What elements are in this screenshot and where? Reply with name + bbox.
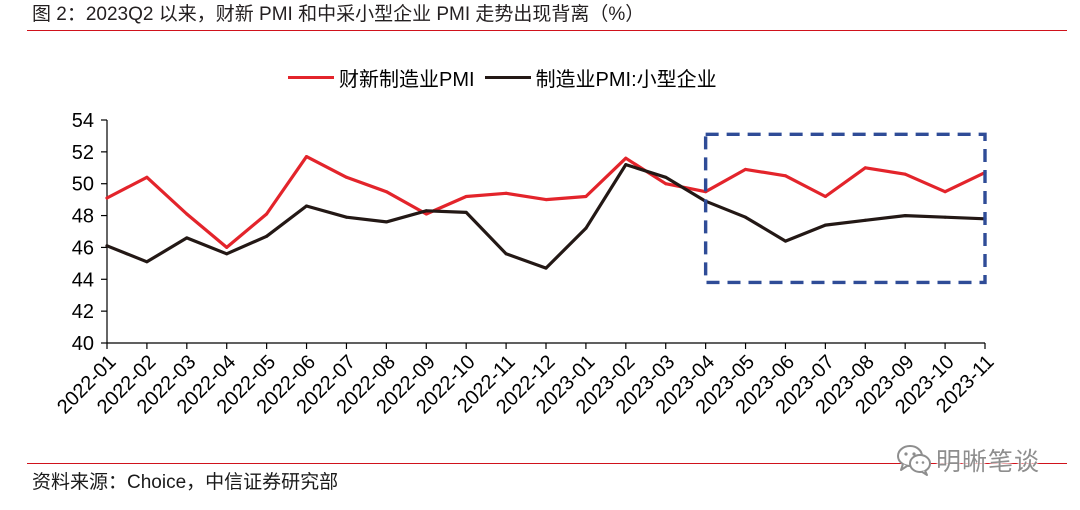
data-point	[903, 214, 907, 218]
line-chart: 40424446485052542022-012022-022022-03202…	[53, 110, 998, 418]
data-point	[664, 182, 668, 186]
data-point	[744, 167, 747, 171]
data-point	[345, 215, 348, 219]
data-point	[424, 212, 428, 216]
data-point	[145, 175, 149, 179]
legend-swatch-small-enterprise-pmi	[484, 75, 531, 79]
watermark-text: 明晰笔谈	[936, 447, 1041, 476]
data-point	[185, 212, 189, 216]
data-point	[624, 156, 628, 160]
title-rule	[27, 30, 1067, 31]
data-point	[823, 223, 827, 227]
data-point	[265, 212, 269, 216]
series-line-caixin-pmi	[105, 155, 987, 249]
series-line-small-enterprise-pmi	[105, 163, 987, 270]
series-caixin-pmi	[105, 155, 987, 249]
data-point	[584, 226, 588, 230]
data-point	[504, 252, 508, 256]
axes: 40424446485052542022-012022-022022-03202…	[53, 110, 998, 418]
legend-swatch-caixin-pmi	[288, 75, 334, 79]
y-tick-label: 48	[72, 206, 94, 228]
y-tick-label: 52	[72, 142, 94, 164]
data-point	[504, 191, 508, 195]
legend-label-caixin-pmi: 财新制造业PMI	[339, 68, 475, 91]
footer-rule	[27, 463, 1067, 464]
source-note: 资料来源：Choice，中信证券研究部	[32, 472, 339, 493]
data-point	[225, 252, 229, 256]
legend-item-small-enterprise-pmi: 制造业PMI:小型企业	[484, 63, 717, 92]
data-point	[624, 163, 628, 167]
figure-title: 图 2：2023Q2 以来，财新 PMI 和中采小型企业 PMI 走势出现背离（…	[32, 4, 645, 25]
y-tick-label: 54	[72, 110, 94, 132]
data-point	[863, 218, 867, 222]
legend: 财新制造业PMI 制造业PMI:小型企业	[288, 63, 717, 92]
data-point	[464, 195, 468, 198]
data-point	[145, 260, 149, 264]
data-point	[305, 155, 308, 159]
data-point	[384, 190, 388, 194]
y-tick-label: 46	[72, 237, 94, 259]
legend-item-caixin-pmi: 财新制造业PMI	[288, 63, 475, 92]
y-tick-label: 50	[72, 174, 94, 196]
legend-label-small-enterprise-pmi: 制造业PMI:小型企业	[535, 68, 717, 91]
series-small-enterprise-pmi	[105, 163, 987, 270]
data-point	[863, 166, 867, 170]
data-point	[384, 220, 388, 224]
data-point	[105, 244, 109, 248]
data-point	[544, 198, 548, 202]
data-point	[464, 210, 468, 214]
data-point	[784, 239, 787, 243]
data-point	[943, 190, 947, 194]
data-point	[784, 174, 787, 178]
y-tick-label: 42	[72, 301, 94, 323]
watermark: 明晰笔谈	[896, 442, 1040, 478]
data-point	[424, 209, 428, 213]
highlight-box	[703, 132, 987, 285]
data-point	[584, 195, 588, 198]
data-point	[345, 175, 348, 179]
data-point	[544, 266, 548, 270]
data-point	[903, 172, 907, 176]
data-point	[943, 215, 947, 219]
data-point	[105, 196, 109, 200]
wechat-icon	[897, 445, 931, 476]
y-tick-label: 40	[72, 333, 94, 355]
data-point	[265, 234, 269, 238]
data-point	[744, 215, 747, 219]
data-point	[305, 204, 308, 208]
data-point	[664, 175, 668, 179]
data-point	[185, 236, 189, 240]
y-tick-label: 44	[72, 269, 94, 291]
data-point	[823, 195, 827, 198]
data-point	[225, 245, 229, 249]
